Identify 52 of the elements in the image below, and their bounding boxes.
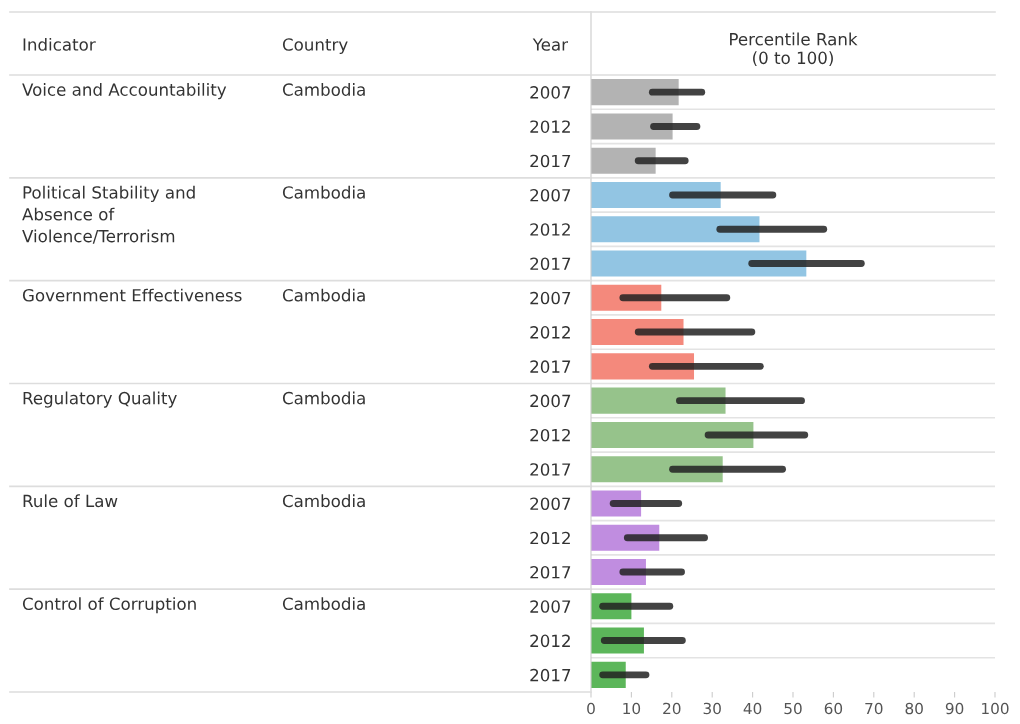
text: Cambodia — [282, 288, 365, 302]
x-tick-label: 50 — [784, 702, 802, 715]
text: Year — [532, 38, 568, 51]
x-tick-label: 90 — [945, 702, 964, 715]
text: Indicator — [23, 37, 96, 51]
y-tick-label: 2017 — [530, 668, 571, 682]
bar — [591, 79, 679, 106]
x-tick-label: 60 — [824, 702, 843, 715]
x-tick-label: 20 — [663, 702, 681, 715]
y-tick-label: 2007 — [530, 86, 571, 99]
bar — [591, 147, 656, 174]
y-tick-label: 2012 — [530, 120, 570, 133]
text: Political Stability and Absence of Violence/Terrorism — [22, 185, 195, 244]
y-tick-label: 2007 — [530, 497, 571, 511]
bar — [591, 250, 807, 277]
y-tick-label: 2012 — [530, 428, 570, 442]
bar — [591, 387, 726, 414]
text: Cambodia — [282, 494, 365, 508]
y-tick-label: 2007 — [530, 188, 571, 202]
y-tick-label: 2017 — [530, 463, 571, 476]
x-tick-label: 100 — [982, 702, 1009, 715]
y-tick-label: 2012 — [530, 223, 570, 236]
text: Control of Corruption — [22, 597, 196, 614]
x-tick-label: 80 — [905, 702, 923, 715]
x-tick-label: 40 — [743, 702, 762, 715]
y-tick-label: 2007 — [530, 600, 571, 613]
text: Government Effectiveness — [22, 288, 242, 302]
y-tick-label: 2017 — [530, 565, 571, 579]
x-tick-label: 0 — [587, 702, 595, 715]
y-tick-label: 2012 — [530, 531, 570, 545]
y-tick-label: 2012 — [530, 634, 570, 648]
text: Cambodia — [282, 597, 365, 611]
text: Rule of Law — [23, 494, 118, 508]
chart-title: Percentile Rank (0 to 100) — [730, 32, 858, 67]
text: Cambodia — [282, 391, 365, 405]
bar — [591, 113, 673, 140]
y-tick-label: 2012 — [530, 326, 570, 339]
x-tick-label: 10 — [623, 702, 641, 715]
text: Voice and Accountability — [22, 83, 227, 100]
text: Country — [282, 38, 348, 55]
bar — [591, 216, 760, 243]
y-tick-label: 2017 — [530, 154, 571, 168]
y-tick-label: 2007 — [530, 291, 571, 305]
text: Cambodia — [282, 185, 365, 199]
text: Regulatory Quality — [23, 391, 177, 408]
y-tick-label: 2007 — [530, 394, 571, 408]
bar — [591, 421, 754, 448]
text: Cambodia — [282, 83, 365, 96]
y-tick-label: 2017 — [530, 257, 571, 271]
y-tick-label: 2017 — [530, 360, 571, 373]
x-tick-label: 70 — [865, 702, 883, 715]
x-tick-label: 30 — [703, 702, 721, 715]
